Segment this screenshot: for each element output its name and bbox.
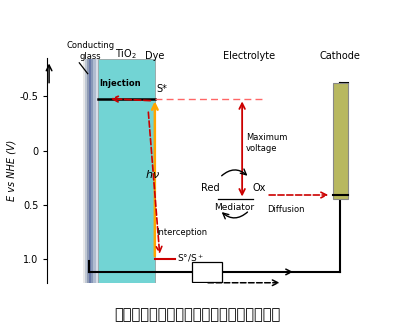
Bar — [87, 58, 89, 283]
Bar — [94, 58, 96, 283]
Text: Dye: Dye — [145, 51, 165, 61]
Bar — [85, 58, 87, 283]
Text: Mediator: Mediator — [214, 203, 254, 212]
Text: Red: Red — [201, 183, 220, 193]
Text: Cathode: Cathode — [320, 51, 361, 61]
Text: $h\nu$: $h\nu$ — [145, 168, 160, 180]
Bar — [96, 58, 98, 283]
Bar — [192, 262, 222, 282]
Bar — [333, 84, 348, 199]
Bar — [98, 58, 155, 283]
Text: Ox: Ox — [252, 183, 265, 193]
Bar — [91, 58, 94, 283]
Bar — [83, 58, 85, 283]
Text: Interception: Interception — [156, 228, 208, 237]
Text: Conducting
glass: Conducting glass — [66, 41, 114, 61]
Text: S*: S* — [156, 84, 167, 94]
Y-axis label: E vs NHE (V): E vs NHE (V) — [7, 140, 17, 201]
Text: TiO$_2$: TiO$_2$ — [115, 47, 137, 61]
Text: Diffusion: Diffusion — [267, 205, 305, 214]
Bar — [89, 58, 91, 283]
Text: Injection: Injection — [100, 79, 141, 87]
Text: S$\degree$/S$^+$: S$\degree$/S$^+$ — [177, 252, 203, 264]
Text: Maximum
voltage: Maximum voltage — [246, 133, 288, 152]
Text: 纳米二氧化钛染料敏化太阳能结构及原理图: 纳米二氧化钛染料敏化太阳能结构及原理图 — [115, 307, 280, 322]
Text: Electrolyte: Electrolyte — [223, 51, 275, 61]
